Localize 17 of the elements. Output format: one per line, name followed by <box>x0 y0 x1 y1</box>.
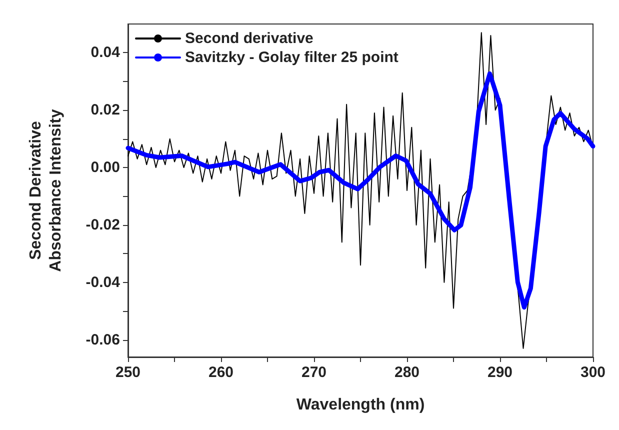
x-tick-label: 250 <box>115 364 141 381</box>
x-tick-label: 260 <box>208 364 234 381</box>
legend-label: Second derivative <box>185 30 314 47</box>
y-tick-label: 0.02 <box>90 102 120 119</box>
line-series <box>126 71 596 310</box>
x-tick-label: 290 <box>487 364 513 381</box>
x-tick-label: 270 <box>301 364 327 381</box>
y-tick-label: 0.04 <box>90 44 121 62</box>
y-tick-label: -0.04 <box>86 274 121 291</box>
x-tick-label: 280 <box>394 364 420 381</box>
y-axis-title: Second Derivative Absorbance Intensity <box>28 109 64 272</box>
x-tick-label: 300 <box>580 364 606 381</box>
y-tick-label: -0.02 <box>86 216 120 234</box>
y-tick-label: -0.06 <box>86 331 120 348</box>
y-tick-label: 0.00 <box>90 159 120 176</box>
x-axis-title: Wavelength (nm) <box>296 396 425 414</box>
legend-label: Savitzky - Golay filter 25 point <box>185 49 398 66</box>
